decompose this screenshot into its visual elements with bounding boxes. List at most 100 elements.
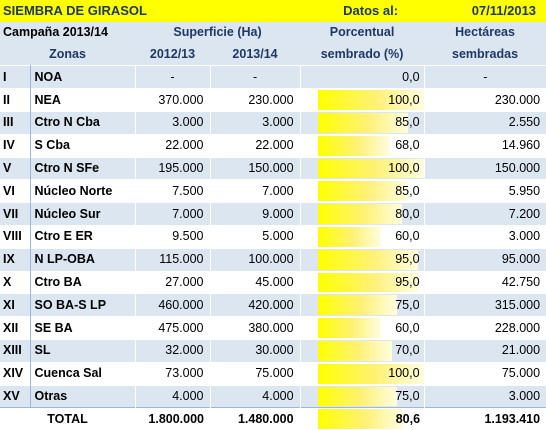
zone-number: VI xyxy=(0,179,31,203)
area-2012: 475.000 xyxy=(134,316,210,340)
porcentual-header-2: sembrado (%) xyxy=(300,43,425,66)
hectares-sown: 150.000 xyxy=(423,156,546,180)
percent-value: 85,0 xyxy=(395,115,420,130)
hectareas-header: Hectáreas xyxy=(424,21,546,44)
title-row: SIEMBRA DE GIRASOL Datos al: 07/11/2013 xyxy=(0,0,546,22)
zone-number: XI xyxy=(0,293,31,317)
area-2012: 32.000 xyxy=(134,338,210,363)
percent-value: 75,0 xyxy=(395,388,420,403)
percent-value: 80,0 xyxy=(395,206,420,221)
percent-cell: 100,0 xyxy=(299,88,425,112)
area-2012: - xyxy=(134,65,210,89)
porcentual-header: Porcentual xyxy=(300,21,425,44)
hectareas-header-2: sembradas xyxy=(424,43,546,66)
percent-value: 68,0 xyxy=(395,138,420,153)
date-value: 07/11/2013 xyxy=(424,0,546,22)
percent-value: 60,0 xyxy=(395,320,420,335)
zone-number: IV xyxy=(0,133,31,158)
table-row: VI Núcleo Norte 7.500 7.000 85,0 5.950 xyxy=(0,179,546,203)
area-2013: 100.000 xyxy=(209,247,301,272)
zone-name: Núcleo Norte xyxy=(30,179,135,203)
percent-cell: 0,0 xyxy=(299,65,425,89)
percent-cell: 70,0 xyxy=(299,338,425,363)
hectares-sown: 230.000 xyxy=(423,88,546,112)
hectares-sown: 7.200 xyxy=(423,202,546,226)
percent-cell: 75,0 xyxy=(299,384,425,408)
percent-bar xyxy=(317,318,382,338)
zone-name: SO BA-S LP xyxy=(30,293,135,317)
area-2012: 73.000 xyxy=(134,361,210,386)
zone-name: Núcleo Sur xyxy=(30,202,135,226)
zone-number: XIII xyxy=(0,338,31,363)
percent-value: 95,0 xyxy=(395,252,420,267)
table-row: V Ctro N SFe 195.000 150.000 100,0 150.000 xyxy=(0,156,546,180)
table-row: IX N LP-OBA 115.000 100.000 95,0 95.000 xyxy=(0,247,546,272)
table-row: II NEA 370.000 230.000 100,0 230.000 xyxy=(0,88,546,112)
percent-value: 75,0 xyxy=(395,297,420,312)
area-2013: 75.000 xyxy=(209,361,301,386)
area-2012: 195.000 xyxy=(134,156,210,180)
table-title: SIEMBRA DE GIRASOL xyxy=(0,0,301,22)
hectares-sown: 228.000 xyxy=(423,316,546,340)
zone-name: Ctro N Cba xyxy=(30,110,135,135)
percent-cell: 75,0 xyxy=(299,293,425,317)
percent-bar xyxy=(317,386,398,407)
zone-number: VII xyxy=(0,202,31,226)
area-2013: 45.000 xyxy=(209,270,301,294)
percent-value: 100,0 xyxy=(388,366,420,381)
area-2013: 7.000 xyxy=(209,179,301,203)
area-2013: 420.000 xyxy=(209,293,301,317)
zone-name: Ctro BA xyxy=(30,270,135,294)
hectares-sown: - xyxy=(423,65,546,89)
zone-name: Ctro E ER xyxy=(30,224,135,249)
percent-cell: 100,0 xyxy=(299,156,425,180)
percent-bar xyxy=(317,181,408,202)
percent-value: 100,0 xyxy=(388,92,420,107)
table-row: X Ctro BA 27.000 45.000 95,0 42.750 xyxy=(0,270,546,294)
zone-name: NEA xyxy=(30,88,135,112)
zonas-header: Zonas xyxy=(0,43,135,66)
percent-cell: 60,0 xyxy=(299,224,425,249)
year-2012-header: 2012/13 xyxy=(135,43,210,66)
percent-value: 60,0 xyxy=(395,229,420,244)
area-2013: 5.000 xyxy=(209,224,301,249)
zone-number: X xyxy=(0,270,31,294)
zone-number: V xyxy=(0,156,31,180)
percent-value: 80,6 xyxy=(395,411,421,426)
zone-number: III xyxy=(0,110,31,135)
hectares-sown: 2.550 xyxy=(423,110,546,135)
percent-cell: 95,0 xyxy=(299,247,425,272)
hectares-sown: 315.000 xyxy=(423,293,546,317)
zone-name: SE BA xyxy=(30,316,135,340)
area-2012: 7.000 xyxy=(134,202,210,226)
area-2012: 4.000 xyxy=(134,384,210,408)
zone-number: II xyxy=(0,88,31,112)
hectares-sown: 3.000 xyxy=(423,224,546,249)
hectares-sown: 5.950 xyxy=(423,179,546,203)
area-2013: 380.000 xyxy=(209,316,301,340)
zone-number: I xyxy=(0,65,31,89)
zone-name: Cuenca Sal xyxy=(30,361,135,386)
zone-name: S Cba xyxy=(30,133,135,158)
area-2013: 3.000 xyxy=(209,110,301,135)
table-row: XII SE BA 475.000 380.000 60,0 228.000 xyxy=(0,316,546,340)
zone-name: SL xyxy=(30,338,135,363)
area-2012: 3.000 xyxy=(134,110,210,135)
area-2013: 30.000 xyxy=(209,338,301,363)
table-row: IV S Cba 22.000 22.000 68,0 14.960 xyxy=(0,133,546,158)
percent-bar xyxy=(317,340,392,361)
table-row: XIII SL 32.000 30.000 70,0 21.000 xyxy=(0,338,546,363)
hectares-sown: 21.000 xyxy=(423,338,546,363)
table-row: XV Otras 4.000 4.000 75,0 3.000 xyxy=(0,384,546,408)
superficie-header: Superficie (Ha) xyxy=(135,21,301,44)
percent-bar xyxy=(317,158,424,179)
percent-value: 85,0 xyxy=(395,183,420,198)
date-label: Datos al: xyxy=(300,0,425,22)
percent-cell: 68,0 xyxy=(299,133,425,158)
hectares-sown: 14.960 xyxy=(423,133,546,158)
zone-name: Ctro N SFe xyxy=(30,156,135,180)
area-2013: 22.000 xyxy=(209,133,301,158)
area-2012: 9.500 xyxy=(134,224,210,249)
year-2013-header: 2013/14 xyxy=(210,43,301,66)
